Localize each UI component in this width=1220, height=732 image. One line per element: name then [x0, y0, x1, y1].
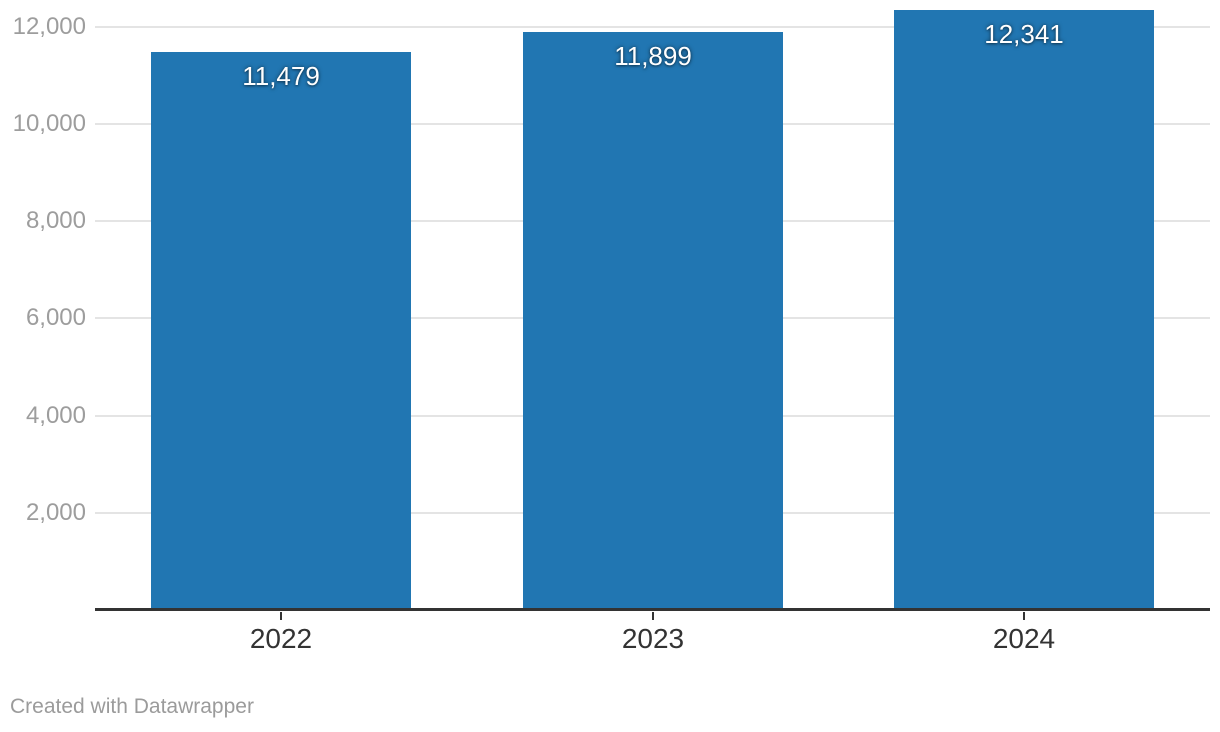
bar [151, 52, 411, 610]
x-axis-tick-label: 2022 [249, 623, 313, 654]
gridline [95, 26, 1210, 28]
bar [894, 10, 1154, 610]
bar-value-label: 11,479 [242, 61, 320, 91]
x-axis-line [95, 608, 1210, 611]
bar [523, 32, 783, 610]
x-axis-tick [280, 612, 282, 620]
bar-value-label: 11,899 [614, 41, 692, 71]
y-axis-tick-label: 2,000 [25, 499, 86, 526]
y-axis-tick-label: 8,000 [25, 207, 86, 234]
bar-value-label: 12,341 [984, 19, 1064, 49]
x-axis-tick-label: 2023 [621, 623, 685, 654]
y-axis-tick-label: 12,000 [12, 13, 86, 40]
x-axis-tick [652, 612, 654, 620]
datawrapper-credit-link[interactable]: Created with Datawrapper [10, 695, 254, 718]
x-axis-tick [1023, 612, 1025, 620]
y-axis-tick-label: 6,000 [25, 304, 86, 331]
y-axis-tick-label: 10,000 [12, 110, 86, 137]
y-axis-tick-label: 4,000 [25, 402, 86, 429]
x-axis-tick-label: 2024 [992, 623, 1056, 654]
